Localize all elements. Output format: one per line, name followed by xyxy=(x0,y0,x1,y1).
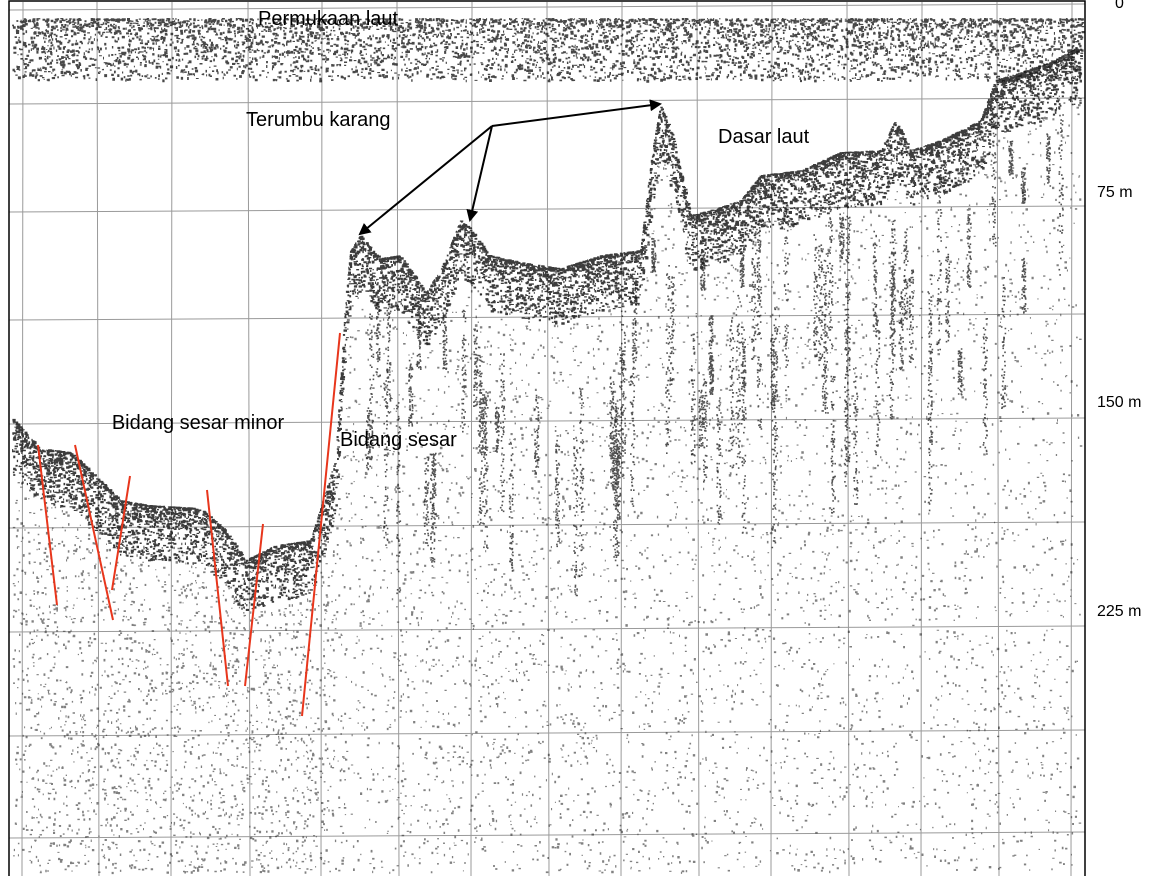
grid-line-horizontal xyxy=(8,3,1086,11)
grid-line-vertical xyxy=(546,1,550,876)
grid-line-vertical xyxy=(96,1,100,876)
grid-line-horizontal xyxy=(8,625,1086,633)
sea-surface-band xyxy=(12,18,1085,83)
depth-tick-label-75: 75 m xyxy=(1097,184,1133,201)
grid-line-vertical xyxy=(696,1,700,876)
fault-lines xyxy=(37,332,341,717)
grid-line-vertical xyxy=(920,1,923,876)
reef-arrow xyxy=(358,125,493,236)
reef-arrow xyxy=(466,125,493,222)
fault-line-minor xyxy=(111,475,131,591)
coral-reef-label: Terumbu karang xyxy=(246,109,391,131)
reef-arrow xyxy=(491,99,662,127)
fault-line-minor xyxy=(206,489,229,687)
chart-grid xyxy=(8,1,1086,876)
grid-line-vertical xyxy=(320,1,323,876)
seabed-reflector xyxy=(12,48,1083,614)
grid-line-vertical xyxy=(170,1,173,876)
grid-line-vertical xyxy=(770,1,773,876)
minor-fault-plane-label: Bidang sesar minor xyxy=(111,412,285,434)
fault-line-minor xyxy=(37,444,58,606)
grid-line-vertical xyxy=(470,1,473,876)
depth-tick-label-225: 225 m xyxy=(1097,603,1142,620)
depth-tick-label-0: 0 xyxy=(1115,0,1124,12)
echo-returns xyxy=(12,18,1085,875)
fault-line-main xyxy=(301,332,341,717)
grid-line-vertical xyxy=(996,1,1000,876)
plot-frame xyxy=(8,0,1086,876)
grid-line-vertical xyxy=(846,1,850,876)
fault-plane-label: Bidang sesar xyxy=(340,429,457,451)
depth-tick-label-150: 150 m xyxy=(1097,394,1142,411)
sea-surface-label: Permukaan laut xyxy=(258,8,399,30)
grid-line-vertical xyxy=(1070,1,1073,876)
fault-line-minor xyxy=(244,523,264,687)
seabed-label: Dasar laut xyxy=(718,126,810,148)
grid-line-horizontal xyxy=(8,729,1086,737)
grid-line-vertical xyxy=(21,1,24,876)
grid-line-horizontal xyxy=(8,831,1086,839)
vertical-streaks xyxy=(365,114,1064,597)
grid-line-horizontal xyxy=(8,205,1086,213)
reef-arrows xyxy=(358,99,662,236)
fault-line-minor xyxy=(74,444,114,621)
grid-line-horizontal xyxy=(8,97,1086,105)
grid-line-vertical xyxy=(247,1,251,876)
